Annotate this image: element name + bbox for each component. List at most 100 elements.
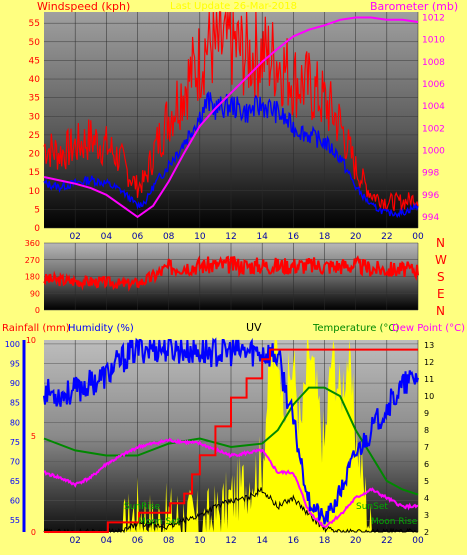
temperature-tick-label: 12	[424, 358, 434, 367]
barometer-tick-label: 1010	[422, 36, 445, 46]
wind-x-tick-label: 08	[163, 232, 175, 242]
wind-x-tick-label: 22	[381, 232, 392, 242]
barometer-tick-label: 1006	[422, 80, 445, 90]
moonrise-label: Moon Rise	[371, 517, 418, 527]
compass-e: E	[437, 287, 445, 301]
windspeed-label: Windspeed (kph)	[37, 0, 130, 13]
temperature-tick-label: 9	[424, 409, 429, 418]
temperature-line	[43, 386, 419, 496]
wind-x-tick-label: 10	[194, 232, 206, 242]
wind-x-tick-label: 06	[132, 232, 144, 242]
barometer-tick-label: 1012	[422, 14, 445, 24]
rainfall-line	[44, 348, 418, 533]
humidity-tick-label: 100	[5, 340, 20, 349]
humidity-tick-label: 90	[10, 379, 20, 388]
weather-x-tick-label: 20	[350, 536, 362, 546]
temperature-tick-label: 7	[424, 443, 429, 452]
barometer-tick-label: 1002	[422, 124, 445, 134]
temperature-tick-label: 4	[424, 494, 429, 503]
direction-tick-label: 90	[30, 289, 40, 298]
temperature-tick-label: 11	[424, 375, 434, 384]
humidity-tick-label: 65	[10, 477, 20, 486]
windspeed-tick-label: 25	[29, 131, 40, 141]
temperature-tick-label: 2	[424, 528, 429, 537]
barometer-line	[43, 16, 419, 219]
wind-x-tick-label: 20	[350, 232, 362, 242]
wind-x-tick-label: 16	[288, 232, 300, 242]
timestamp-label: Last Update 26-Mar-2018	[170, 1, 297, 12]
windspeed-tick-label: 30	[29, 112, 41, 122]
weather-x-tick-label: 04	[101, 536, 113, 546]
weather-x-tick-label: 16	[288, 536, 300, 546]
sunset-label: SunSet	[356, 502, 388, 512]
temperature-label: Temperature (°C)	[312, 323, 399, 334]
compass-n-top: N	[436, 236, 445, 250]
wind-x-tick-label: 14	[256, 232, 268, 242]
weather-x-tick-label: 18	[319, 536, 331, 546]
temperature-tick-label: 10	[424, 392, 434, 401]
direction-tick-label: 180	[25, 273, 40, 282]
wind-x-tick-label: 02	[69, 232, 80, 242]
moonset-label: Moon Set	[138, 517, 181, 527]
windspeed-tick-label: 55	[29, 19, 40, 29]
humidity-tick-label: 70	[10, 457, 20, 466]
dewpoint-label: Dew Point (°C)	[392, 323, 465, 334]
temperature-tick-label: 6	[424, 460, 429, 469]
barometer-label: Barometer (mb)	[370, 0, 458, 13]
humidity-line	[43, 337, 419, 525]
wind-gust-line	[43, 11, 419, 211]
wind-average-line	[43, 90, 419, 219]
windspeed-tick-label: 20	[29, 150, 41, 160]
wind-x-tick-label: 18	[319, 232, 331, 242]
barometer-tick-label: 994	[422, 213, 439, 223]
windspeed-tick-label: 10	[29, 187, 41, 197]
humidity-tick-label: 55	[10, 516, 20, 525]
sunrise-label: SunRise	[124, 502, 161, 512]
windspeed-tick-label: 0	[34, 224, 40, 234]
humidity-tick-label: 85	[10, 399, 20, 408]
rainfall-tick-label: 10	[26, 336, 36, 345]
temperature-tick-label: 3	[424, 511, 429, 520]
temperature-tick-label: 8	[424, 426, 429, 435]
rainfall-tick-label: 5	[31, 432, 36, 441]
compass-w: W	[435, 253, 447, 267]
barometer-tick-label: 1008	[422, 58, 445, 68]
wind-direction-line	[43, 255, 419, 292]
wind-x-tick-label: 04	[101, 232, 113, 242]
windspeed-tick-label: 50	[29, 38, 41, 48]
direction-tick-label: 0	[35, 306, 40, 315]
compass-s: S	[437, 270, 445, 284]
direction-tick-label: 360	[25, 239, 40, 248]
humidity-tick-label: 60	[10, 497, 20, 506]
weather-x-tick-label: 14	[256, 536, 268, 546]
direction-tick-label: 270	[25, 256, 40, 265]
windspeed-tick-label: 45	[29, 56, 40, 66]
weather-x-tick-label: 12	[225, 536, 236, 546]
humidity-tick-label: 75	[10, 438, 20, 447]
wind-x-tick-label: 12	[225, 232, 236, 242]
wind-x-tick-label: 00	[412, 232, 424, 242]
weather-x-tick-label: 00	[412, 536, 424, 546]
temperature-tick-label: 13	[424, 341, 434, 350]
windspeed-tick-label: 15	[29, 168, 40, 178]
barometer-tick-label: 996	[422, 191, 439, 201]
weather-x-tick-label: 06	[132, 536, 144, 546]
uv-label: UV	[246, 321, 262, 334]
weather-x-tick-label: 10	[194, 536, 206, 546]
dewpoint-line	[43, 437, 419, 528]
rainfall-label: Rainfall (mm)	[2, 323, 70, 334]
barometer-tick-label: 1000	[422, 146, 445, 156]
weather-x-tick-label: 02	[69, 536, 80, 546]
humidity-tick-label: 95	[10, 360, 20, 369]
humidity-label: Humidity (%)	[68, 323, 134, 334]
weather-x-tick-label: 22	[381, 536, 392, 546]
windspeed-tick-label: 40	[29, 75, 41, 85]
barometer-tick-label: 998	[422, 169, 439, 179]
barometer-tick-label: 1004	[422, 102, 445, 112]
weather-x-tick-label: 08	[163, 536, 175, 546]
compass-n-bottom: N	[436, 304, 445, 318]
humidity-tick-label: 80	[10, 418, 20, 427]
solar-area	[44, 340, 418, 532]
rainfall-tick-label: 0	[31, 528, 36, 537]
